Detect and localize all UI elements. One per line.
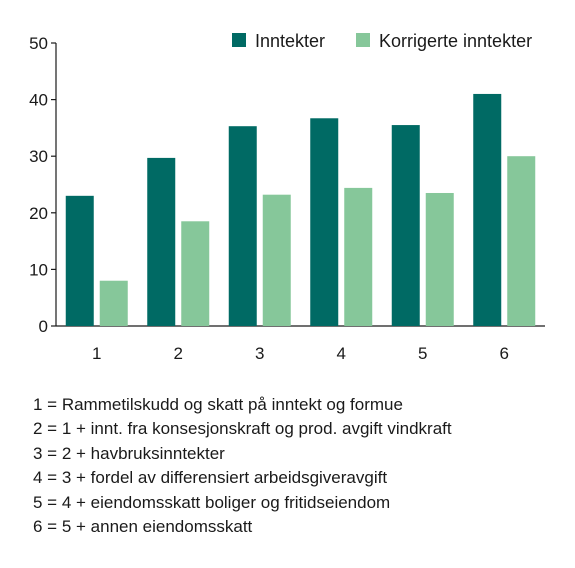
x-tick-label: 3 [255, 344, 264, 363]
bar-korrigerte-inntekter [507, 156, 536, 326]
y-tick-label: 10 [29, 260, 48, 279]
chart-axes: 0 10 20 30 40 50 1 2 3 4 5 6 [29, 34, 545, 363]
bar-korrigerte-inntekter [344, 187, 373, 326]
bar-korrigerte-inntekter [99, 280, 128, 326]
bar-chart: 0 10 20 30 40 50 1 2 3 4 5 6 Inntekter Korrigerte in… [29, 31, 545, 363]
category-notes: 1 = Rammetilskudd og skatt på inntekt og… [33, 393, 452, 539]
y-tick-label: 0 [39, 317, 48, 336]
category-note: 3 = 2 + havbruksinntekter [33, 443, 225, 463]
bar-korrigerte-inntekter [181, 221, 210, 326]
legend-swatch [232, 33, 246, 47]
y-tick-label: 40 [29, 91, 48, 110]
legend-swatch [356, 33, 370, 47]
bar-korrigerte-inntekter [262, 194, 291, 326]
category-note: 4 = 3 + fordel av differensiert arbeidsg… [33, 468, 388, 488]
chart-legend: Inntekter Korrigerte inntekter [232, 31, 532, 51]
y-tick-label: 20 [29, 204, 48, 223]
bar-inntekter [473, 93, 502, 326]
legend-label: Korrigerte inntekter [379, 31, 532, 51]
x-tick-label: 2 [174, 344, 183, 363]
x-tick-label: 5 [418, 344, 427, 363]
legend-label: Inntekter [255, 31, 325, 51]
y-tick-label: 50 [29, 34, 48, 53]
x-tick-label: 1 [92, 344, 101, 363]
x-tick-label: 6 [500, 344, 509, 363]
bar-inntekter [228, 126, 257, 327]
bar-korrigerte-inntekter [425, 192, 454, 326]
bar-inntekter [147, 157, 176, 326]
bar-inntekter [310, 118, 339, 326]
category-note: 2 = 1 + innt. fra konsesjonskraft og pro… [33, 419, 452, 439]
x-tick-label: 4 [337, 344, 346, 363]
bar-inntekter [65, 195, 94, 326]
category-note: 1 = Rammetilskudd og skatt på inntekt og… [33, 395, 403, 414]
y-tick-label: 30 [29, 147, 48, 166]
chart-bars [65, 93, 536, 327]
bar-inntekter [391, 125, 420, 326]
category-note: 5 = 4 + eiendomsskatt boliger og fritids… [33, 492, 391, 512]
category-note: 6 = 5 + annen eiendomsskatt [33, 517, 253, 537]
